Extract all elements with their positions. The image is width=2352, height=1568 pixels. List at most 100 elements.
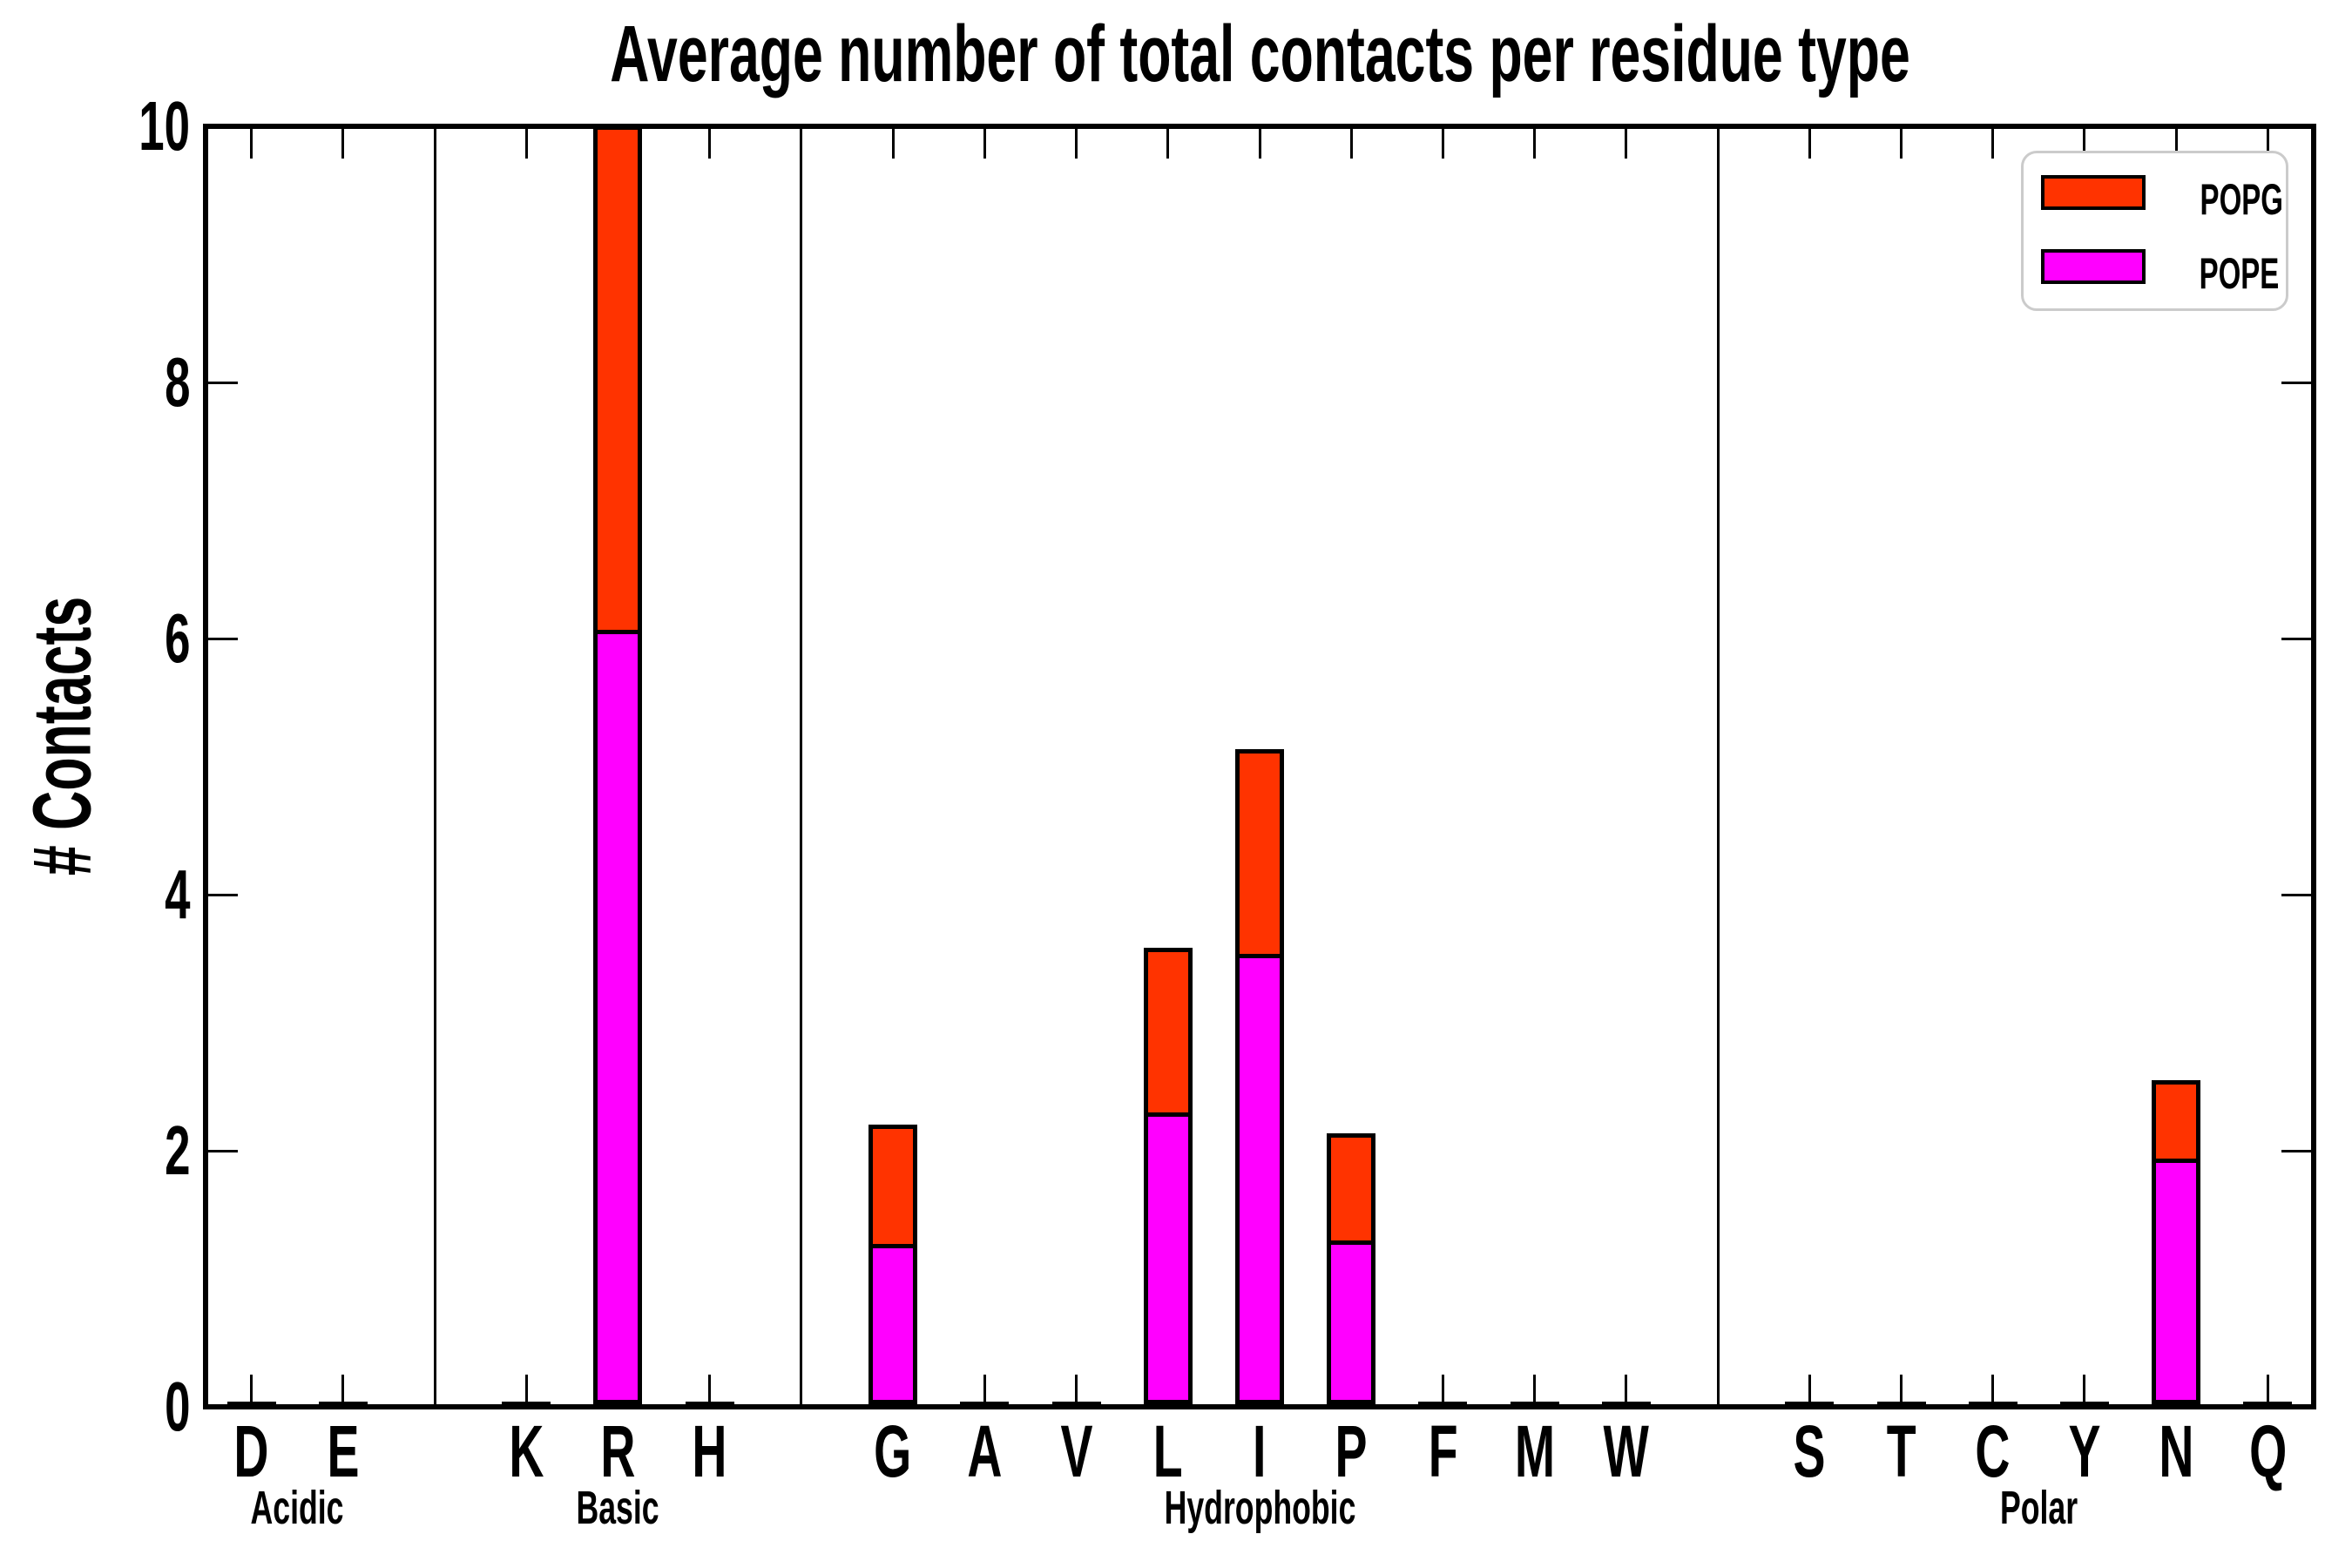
bar-Q-zero xyxy=(2243,1402,2293,1407)
x-tick-bottom xyxy=(983,1375,986,1404)
y-tick-label-text: 4 xyxy=(164,855,190,933)
x-tick-label-H: H xyxy=(649,1415,771,1488)
y-tick-label-text: 8 xyxy=(164,343,190,421)
x-tick-label-text: P xyxy=(1335,1410,1368,1492)
x-tick-label-text: D xyxy=(233,1410,269,1492)
x-tick-bottom xyxy=(2083,1375,2086,1404)
bar-D-zero xyxy=(226,1402,276,1407)
x-tick-label-text: N xyxy=(2159,1410,2194,1492)
x-tick-label-D: D xyxy=(191,1415,313,1488)
x-tick-top xyxy=(2174,129,2178,159)
x-tick-label-text: K xyxy=(509,1410,544,1492)
y-tick-label-text: 2 xyxy=(164,1112,190,1189)
legend-swatch-popg xyxy=(2041,175,2146,210)
bar-E-zero xyxy=(318,1402,368,1407)
x-tick-top xyxy=(1991,129,1995,159)
chart-title-text: Average number of total contacts per res… xyxy=(609,10,1910,98)
legend-label-popg: POPG xyxy=(2200,175,2283,224)
x-tick-top xyxy=(1900,129,1903,159)
x-tick-label-L: L xyxy=(1107,1415,1229,1488)
bar-S-zero xyxy=(1785,1402,1835,1407)
x-tick-top xyxy=(524,129,528,159)
group-label-polar: Polar xyxy=(1855,1484,2221,1532)
x-tick-label-W: W xyxy=(1565,1415,1687,1488)
y-tick-label-text: 6 xyxy=(164,599,190,677)
x-tick-label-text: W xyxy=(1603,1410,1650,1492)
y-tick-left xyxy=(208,1405,238,1409)
x-tick-label-text: Q xyxy=(2248,1410,2287,1492)
x-tick-label-text: S xyxy=(1793,1410,1826,1492)
y-tick-right xyxy=(2281,637,2311,640)
x-tick-label-text: T xyxy=(1886,1410,1916,1492)
bar-F-zero xyxy=(1418,1402,1468,1407)
legend: POPG POPE xyxy=(2021,151,2288,311)
x-tick-top xyxy=(708,129,712,159)
group-divider-line xyxy=(433,129,436,1404)
bar-L-pope xyxy=(1143,1112,1193,1404)
y-tick-label: 8 xyxy=(33,343,190,422)
y-tick-label: 10 xyxy=(33,87,190,166)
x-tick-label-C: C xyxy=(1932,1415,2054,1488)
x-tick-bottom xyxy=(341,1375,345,1404)
bar-Y-zero xyxy=(2059,1402,2109,1407)
x-tick-top xyxy=(2083,129,2086,159)
x-tick-label-P: P xyxy=(1290,1415,1412,1488)
bar-K-zero xyxy=(502,1402,551,1407)
y-tick-label: 0 xyxy=(33,1368,190,1446)
x-tick-label-text: F xyxy=(1428,1410,1458,1492)
bar-C-zero xyxy=(1968,1402,2017,1407)
x-tick-label-R: R xyxy=(557,1415,679,1488)
x-tick-top xyxy=(983,129,986,159)
x-tick-label-T: T xyxy=(1841,1415,1963,1488)
y-tick-label-text: 0 xyxy=(164,1368,190,1445)
plot-area xyxy=(203,124,2316,1409)
x-tick-top xyxy=(250,129,253,159)
y-tick-label: 4 xyxy=(33,855,190,934)
group-label-text: Basic xyxy=(576,1482,660,1534)
group-label-text: Hydrophobic xyxy=(1164,1482,1355,1534)
x-tick-label-text: I xyxy=(1253,1410,1267,1492)
x-tick-label-G: G xyxy=(832,1415,954,1488)
bar-N-pope xyxy=(2152,1158,2201,1404)
x-tick-top xyxy=(1625,129,1628,159)
x-tick-top xyxy=(891,129,895,159)
bar-G-pope xyxy=(868,1244,918,1404)
group-label-acidic: Acidic xyxy=(114,1484,480,1532)
bar-W-zero xyxy=(1601,1402,1651,1407)
bar-L-popg xyxy=(1143,948,1193,1112)
x-tick-bottom xyxy=(250,1375,253,1404)
y-tick-right xyxy=(2281,1149,2311,1152)
bar-H-zero xyxy=(685,1402,734,1407)
bar-I-popg xyxy=(1235,749,1284,954)
x-tick-label-text: L xyxy=(1152,1410,1183,1492)
y-tick-label: 6 xyxy=(33,599,190,678)
x-tick-top xyxy=(1075,129,1078,159)
group-label-text: Polar xyxy=(1999,1482,2078,1534)
x-tick-label-Q: Q xyxy=(2207,1415,2328,1488)
x-tick-top xyxy=(1349,129,1353,159)
x-tick-top xyxy=(1258,129,1261,159)
bar-N-popg xyxy=(2152,1079,2201,1159)
x-tick-label-F: F xyxy=(1382,1415,1504,1488)
chart-title: Average number of total contacts per res… xyxy=(206,10,2314,98)
group-label-text: Acidic xyxy=(250,1482,344,1534)
x-tick-bottom xyxy=(2266,1375,2269,1404)
x-tick-label-text: A xyxy=(967,1410,1003,1492)
x-tick-label-K: K xyxy=(465,1415,587,1488)
bar-P-popg xyxy=(1327,1133,1376,1240)
x-tick-label-N: N xyxy=(2115,1415,2237,1488)
y-tick-label: 2 xyxy=(33,1112,190,1190)
group-label-basic: Basic xyxy=(435,1484,801,1532)
x-tick-label-text: R xyxy=(600,1410,636,1492)
x-tick-label-V: V xyxy=(1016,1415,1138,1488)
x-tick-label-text: Y xyxy=(2068,1410,2101,1492)
bar-G-popg xyxy=(868,1124,918,1245)
y-tick-left xyxy=(208,1149,238,1152)
x-tick-top xyxy=(1441,129,1444,159)
bar-V-zero xyxy=(1051,1402,1101,1407)
x-tick-bottom xyxy=(1533,1375,1537,1404)
x-tick-label-text: M xyxy=(1514,1410,1555,1492)
bar-A-zero xyxy=(960,1402,1010,1407)
x-tick-label-S: S xyxy=(1748,1415,1870,1488)
